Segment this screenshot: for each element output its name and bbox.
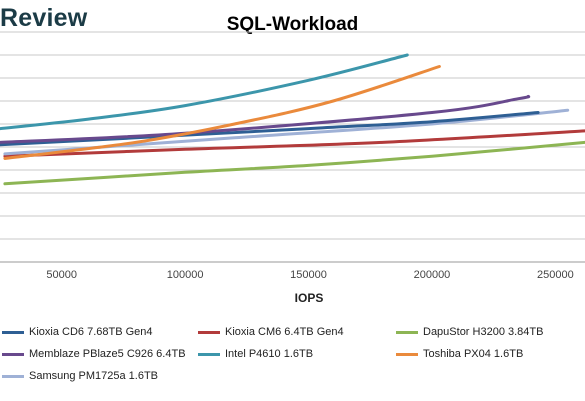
legend-swatch (198, 330, 220, 334)
legend-label: DapuStor H3200 3.84TB (423, 326, 544, 338)
legend-label: Samsung PM1725a 1.6TB (29, 370, 159, 382)
x-tick-label: 200000 (414, 269, 451, 281)
line-chart: 50000 100000 150000 200000 250000 IOPS (0, 31, 585, 305)
series-line-5 (3, 65, 441, 160)
legend-label: Intel P4610 1.6TB (225, 348, 314, 360)
legend-item: Toshiba PX04 1.6TB (396, 348, 523, 360)
legend: Kioxia CD6 7.68TB Gen4 Kioxia CM6 6.4TB G… (2, 320, 585, 395)
legend-swatch (2, 374, 24, 378)
series-line-0 (0, 111, 540, 147)
legend-item: DapuStor H3200 3.84TB (396, 326, 543, 338)
chart-title: SQL-Workload (226, 14, 359, 35)
legend-item: Intel P4610 1.6TB (198, 348, 313, 360)
legend-item: Kioxia CM6 6.4TB Gen4 (198, 326, 344, 338)
legend-swatch (198, 352, 220, 356)
legend-label: Toshiba PX04 1.6TB (423, 348, 524, 360)
legend-item: Kioxia CD6 7.68TB Gen4 (2, 326, 153, 338)
x-tick-labels: 50000 100000 150000 200000 250000 (46, 269, 573, 281)
x-tick-label: 50000 (46, 269, 77, 281)
legend-swatch (396, 330, 418, 334)
x-axis-label: IOPS (295, 291, 324, 305)
series-line-1 (3, 129, 585, 158)
brand-logo-text: Review (0, 4, 88, 32)
legend-swatch (396, 352, 418, 356)
legend-item: Memblaze PBlaze5 C926 6.4TB (2, 348, 186, 360)
series-line-3 (0, 94, 531, 144)
series-line-4 (0, 53, 409, 131)
legend-label: Memblaze PBlaze5 C926 6.4TB (29, 348, 186, 360)
x-tick-label: 150000 (290, 269, 327, 281)
legend-label: Kioxia CM6 6.4TB Gen4 (225, 326, 344, 338)
x-tick-label: 250000 (537, 269, 574, 281)
legend-swatch (2, 330, 24, 334)
legend-item: Samsung PM1725a 1.6TB (2, 370, 158, 382)
x-tick-label: 100000 (167, 269, 204, 281)
series-lines (0, 53, 585, 186)
legend-swatch (2, 352, 24, 356)
legend-label: Kioxia CD6 7.68TB Gen4 (29, 326, 153, 338)
series-line-2 (3, 140, 585, 186)
